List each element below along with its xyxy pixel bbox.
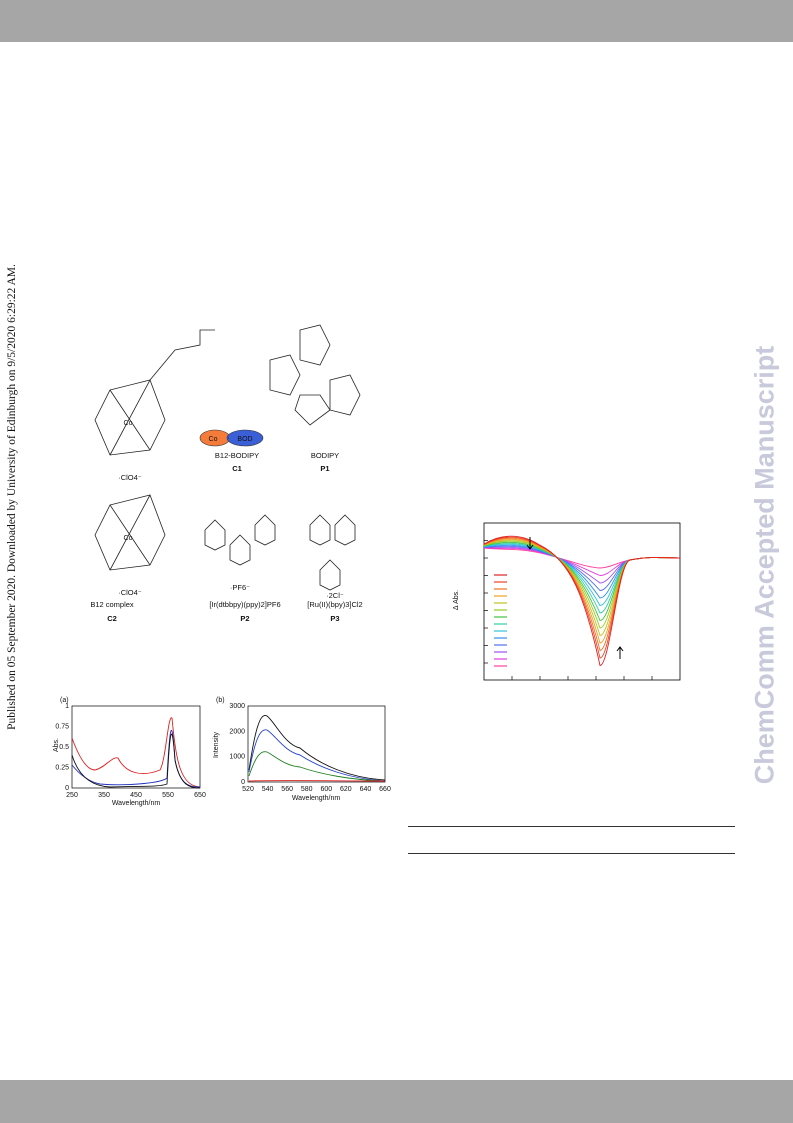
ticks — [484, 540, 653, 680]
curve — [483, 536, 681, 659]
compound-id: P1 — [320, 464, 329, 473]
x-tick-label: 650 — [194, 792, 206, 799]
curve — [483, 538, 681, 644]
counter-ion: ·2Cl⁻ — [326, 591, 344, 600]
counter-ion: ·PF6⁻ — [230, 583, 250, 592]
curve — [483, 543, 681, 606]
x-tick-label: 620 — [340, 786, 352, 793]
rule — [408, 826, 735, 827]
curve — [483, 546, 681, 584]
y-tick-label: 0 — [241, 779, 245, 786]
co-center: Co — [124, 535, 133, 542]
plot-frame — [71, 705, 201, 789]
x-tick-label: 550 — [162, 792, 174, 799]
y-tick-label: 0.5 — [59, 744, 69, 751]
x-tick-label: 250 — [66, 792, 78, 799]
x-tick-label: 520 — [242, 786, 254, 793]
curve — [483, 537, 681, 651]
compound-name: [Ir(dtbbpy)(ppy)2]PF6 — [209, 600, 280, 609]
counter-ion: ·ClO4⁻ — [118, 473, 142, 482]
axis-label: Δ Abs. — [453, 590, 460, 610]
curve — [483, 539, 681, 636]
axis-label: Wavelength/nm — [112, 800, 161, 807]
footer-bar — [0, 1080, 793, 1123]
spectra-b — [248, 715, 386, 782]
arrow — [526, 537, 534, 550]
compound-id: C1 — [232, 464, 242, 473]
x-tick-label: 560 — [281, 786, 293, 793]
difference-spectra — [483, 535, 681, 666]
compound-id: C2 — [107, 614, 117, 623]
bodipy-bead — [226, 429, 264, 447]
structures — [94, 324, 361, 591]
co-center: Co — [124, 420, 133, 427]
axis-label: Intensity — [213, 731, 220, 758]
y-tick-label: 0 — [65, 785, 69, 792]
y-tick-label: 1000 — [229, 754, 245, 761]
panel-label: (b) — [216, 697, 225, 704]
x-tick-label: 450 — [130, 792, 142, 799]
compound-name: B12-BODIPY — [215, 451, 259, 460]
curve — [483, 547, 681, 576]
compound-name: [Ru(II)(bpy)3]Cl2 — [307, 600, 362, 609]
x-tick-label: 660 — [379, 786, 391, 793]
panel-label: (a) — [60, 697, 69, 704]
x-tick-label: 540 — [262, 786, 274, 793]
header-bar — [0, 0, 793, 42]
axis-label: Abs. — [53, 738, 60, 752]
plot-frame — [247, 705, 386, 783]
legend-swatches — [494, 574, 507, 667]
y-tick-label: 3000 — [229, 703, 245, 710]
axis-label: Wavelength/nm — [292, 795, 341, 802]
y-tick-label: 2000 — [229, 728, 245, 735]
compound-name: B12 complex — [90, 600, 134, 609]
y-tick-label: 0.25 — [55, 765, 69, 772]
arrow — [616, 646, 624, 659]
x-tick-label: 350 — [98, 792, 110, 799]
counter-ion: ·ClO4⁻ — [118, 588, 142, 597]
cobalt-label: Co — [209, 436, 218, 443]
x-tick-label: 640 — [360, 786, 372, 793]
plot-frame — [483, 522, 681, 681]
curve — [483, 535, 681, 666]
compound-name: BODIPY — [311, 451, 339, 460]
x-tick-label: 600 — [320, 786, 332, 793]
bod-label: BOD — [237, 436, 252, 443]
rule — [408, 853, 735, 854]
compound-id: P3 — [330, 614, 339, 623]
x-tick-label: 580 — [301, 786, 313, 793]
y-tick-label: 1 — [65, 703, 69, 710]
spectra-a — [71, 717, 201, 789]
y-tick-label: 0.75 — [55, 724, 69, 731]
compound-id: P2 — [240, 614, 249, 623]
